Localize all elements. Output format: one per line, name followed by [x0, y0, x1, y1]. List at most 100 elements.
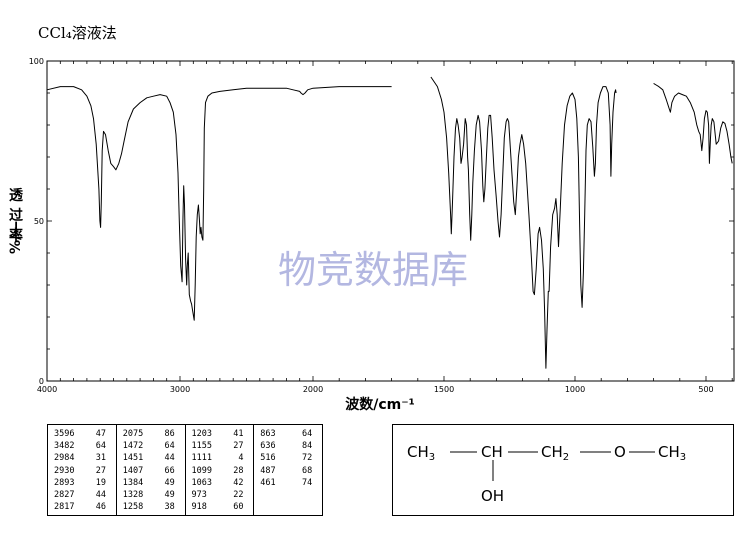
- peak-table-row: 2817 46: [54, 501, 116, 513]
- group-o: O: [614, 443, 626, 461]
- peak-transmittance: 64: [302, 429, 313, 439]
- peak-table-row: 2827 44: [54, 489, 116, 501]
- peak-transmittance: 44: [164, 453, 175, 464]
- spectrum-segment-1: [46, 86, 392, 321]
- peak-transmittance: 44: [95, 489, 106, 500]
- spectrum-segment-2: [430, 76, 617, 369]
- peak-table-row: 1384 49: [123, 477, 185, 489]
- y-axis-title-char-1: 透: [9, 188, 24, 204]
- peak-wavenumber: 2930: [54, 465, 75, 476]
- peak-transmittance: 46: [95, 502, 106, 513]
- peak-table-row: 1407 66: [123, 465, 185, 477]
- peak-wavenumber: 461: [260, 477, 276, 488]
- axis-tick-labels: 4000 3000 2000 1500 1000 500 0 50 100: [29, 57, 714, 394]
- peak-wavenumber: 2893: [54, 477, 75, 488]
- peak-wavenumber: 1099: [191, 465, 212, 476]
- peak-table-row: 487 68: [260, 465, 322, 477]
- x-tick-label-1500: 1500: [434, 385, 454, 394]
- group-ch2: CH2: [541, 443, 569, 463]
- peak-wavenumber: 2827: [54, 489, 75, 500]
- group-oh: OH: [481, 487, 504, 505]
- peak-wavenumber: 3596: [54, 429, 75, 439]
- peak-table-row: 863 64: [260, 428, 322, 440]
- peak-transmittance: 22: [233, 489, 244, 500]
- group-ch3-right: CH3: [658, 443, 686, 463]
- y-tick-label-0: 0: [39, 377, 44, 386]
- peak-transmittance: 86: [164, 429, 175, 439]
- group-ch3-left: CH3: [407, 443, 435, 463]
- peak-table-row: 2930 27: [54, 465, 116, 477]
- peak-wavenumber: 487: [260, 465, 276, 476]
- x-axis-title: 波数/cm⁻¹: [345, 396, 415, 413]
- y-axis-title-char-2: 过: [9, 207, 23, 224]
- peak-wavenumber: 2817: [54, 502, 75, 513]
- peak-table-column-2: 2075 86 1472 64 1451 44 1407 66 1384 49 1328 49 1258…: [117, 425, 186, 515]
- ir-spectrum-chart: 4000 3000 2000 1500 1000 500 0 50 100 物竞数据库 波数/c…: [8, 57, 735, 413]
- x-tick-label-3000: 3000: [170, 385, 190, 394]
- peak-transmittance: 27: [95, 465, 106, 476]
- peak-transmittance: 38: [164, 502, 175, 513]
- peak-wavenumber: 1472: [122, 441, 144, 452]
- peak-wavenumber: 1063: [191, 477, 212, 488]
- peak-transmittance: 66: [164, 465, 175, 476]
- watermark: 物竞数据库: [278, 248, 468, 292]
- peak-transmittance: 47: [95, 429, 106, 439]
- peak-wavenumber: 636: [260, 441, 276, 452]
- peak-wavenumber: 1451: [122, 453, 144, 464]
- spectrum-segment-3: [653, 82, 733, 164]
- peak-transmittance: 41: [233, 429, 244, 439]
- peak-table-row: 1472 64: [123, 440, 185, 452]
- y-axis-unit: %/—: [8, 221, 24, 254]
- peak-wavenumber: 973: [191, 489, 207, 500]
- peak-table: 3596 47 3482 64 2984 31 2930 27 2893 19 2827 44 2817…: [47, 424, 323, 516]
- peak-wavenumber: 2984: [54, 453, 75, 464]
- peak-table-row: 1155 27: [192, 440, 254, 452]
- x-tick-label-1000: 1000: [565, 385, 585, 394]
- x-tick-label-2000: 2000: [303, 385, 323, 394]
- peak-table-row: 918 60: [192, 501, 254, 513]
- plot-frame: [46, 60, 735, 382]
- peak-wavenumber: 863: [260, 429, 276, 439]
- peak-transmittance: 60: [233, 502, 244, 513]
- peak-wavenumber: 3482: [54, 441, 75, 452]
- x-tick-label-500: 500: [698, 385, 713, 394]
- peak-table-row: 1063 42: [192, 477, 254, 489]
- peak-transmittance: 19: [95, 477, 106, 488]
- peak-transmittance: 27: [233, 441, 244, 452]
- peak-table-row: 3596 47: [54, 428, 116, 440]
- peak-transmittance: 31: [95, 453, 106, 464]
- peak-table-row: 2984 31: [54, 452, 116, 464]
- peak-table-row: 1203 41: [192, 428, 254, 440]
- peak-transmittance: 42: [233, 477, 244, 488]
- peak-wavenumber: 1384: [122, 477, 144, 488]
- x-tick-label-4000: 4000: [37, 385, 57, 394]
- peak-table-row: 636 84: [260, 440, 322, 452]
- peak-transmittance: 49: [164, 477, 175, 488]
- peak-transmittance: 49: [164, 489, 175, 500]
- peak-wavenumber: 1258: [122, 502, 144, 513]
- peak-transmittance: 64: [95, 441, 106, 452]
- peak-table-row: 3482 64: [54, 440, 116, 452]
- peak-transmittance: 4: [238, 453, 244, 464]
- group-ch: CH: [481, 443, 503, 461]
- peak-table-row: 1328 49: [123, 489, 185, 501]
- axis-ticks: [46, 60, 734, 382]
- peak-table-row: 1258 38: [123, 501, 185, 513]
- peak-transmittance: 72: [302, 453, 313, 464]
- peak-table-row: 973 22: [192, 489, 254, 501]
- spectrum-series: [46, 76, 733, 369]
- peak-wavenumber: 516: [260, 453, 276, 464]
- page-title: CCl₄溶液法: [38, 24, 117, 42]
- peak-table-column-1: 3596 47 3482 64 2984 31 2930 27 2893 19 2827 44 2817…: [48, 425, 117, 515]
- peak-table-row: 1111 4: [192, 452, 254, 464]
- structure-formula-box: CH3 CH OH CH2 O CH3: [392, 424, 734, 516]
- peak-table-row: 2075 86: [123, 428, 185, 440]
- peak-wavenumber: 918: [191, 502, 207, 513]
- peak-table-row: 1451 44: [123, 452, 185, 464]
- peak-transmittance: 28: [233, 465, 244, 476]
- y-tick-label-100: 100: [29, 57, 44, 66]
- peak-transmittance: 64: [164, 441, 175, 452]
- peak-wavenumber: 1203: [191, 429, 212, 439]
- peak-transmittance: 74: [302, 477, 313, 488]
- peak-table-row: 516 72: [260, 452, 322, 464]
